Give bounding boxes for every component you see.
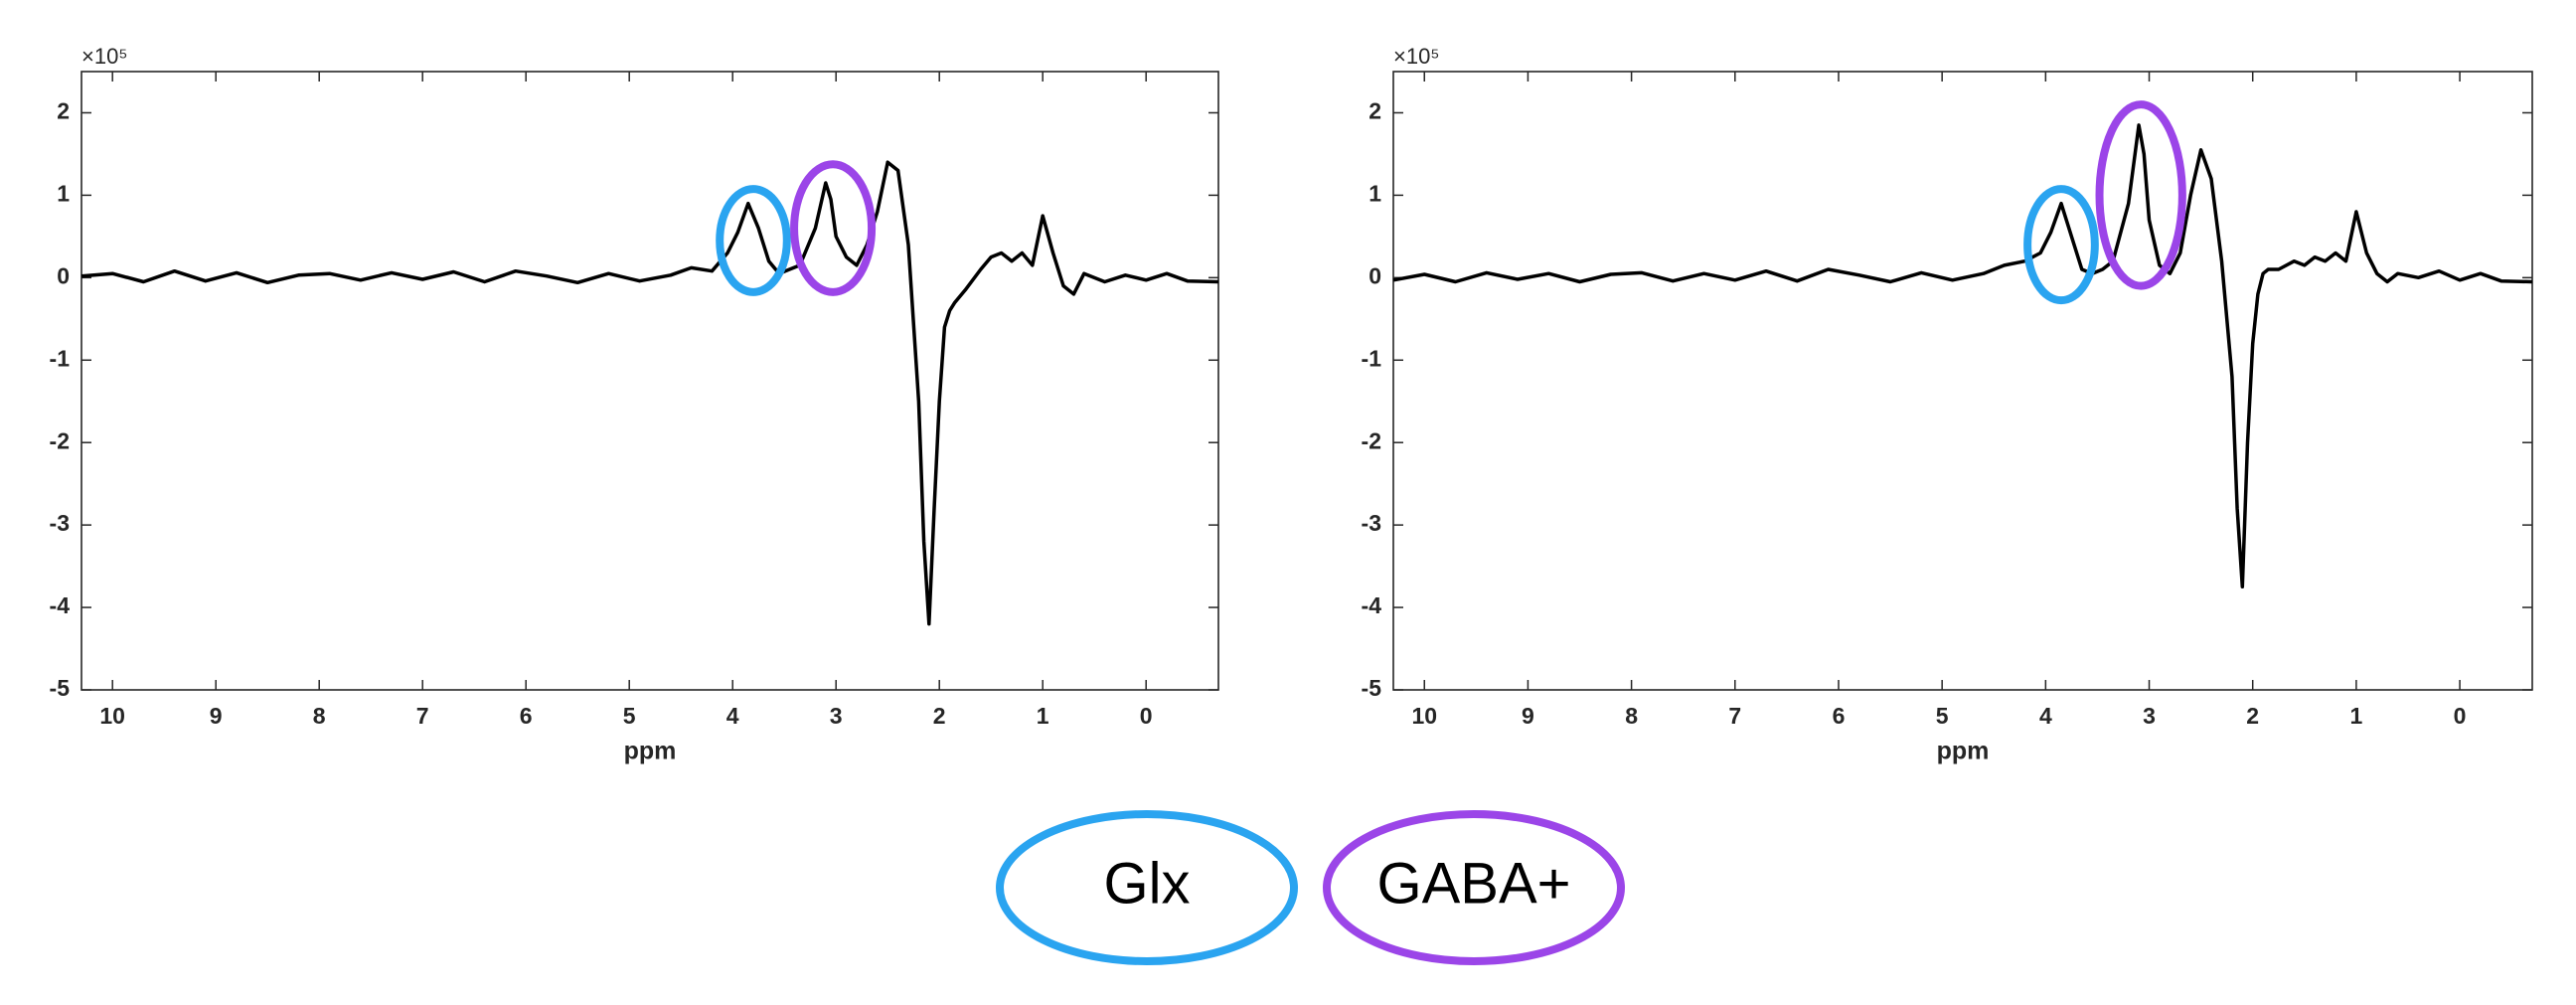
x-tick-label: 0: [2454, 703, 2467, 729]
x-axis-label: ppm: [1937, 738, 1990, 765]
y-tick-label: 2: [1368, 98, 1381, 124]
plot-area: [1392, 71, 2533, 691]
x-tick-label: 10: [99, 703, 125, 729]
highlight-ellipse: [716, 185, 791, 296]
legend-label: GABA+: [1376, 851, 1570, 916]
x-tick-label: 4: [726, 703, 739, 729]
x-tick-label: 1: [1037, 703, 1049, 729]
x-axis-label: ppm: [624, 738, 677, 765]
highlight-ellipse: [2023, 185, 2099, 305]
highlight-ellipse: [2095, 100, 2186, 290]
x-tick-label: 7: [416, 703, 429, 729]
x-tick-label: 7: [1728, 703, 1741, 729]
y-multiplier: ×10⁵: [81, 44, 127, 69]
x-tick-label: 8: [313, 703, 326, 729]
plot-area: [80, 71, 1219, 691]
legend-ellipse: [1323, 810, 1625, 965]
x-tick-label: 1: [2349, 703, 2362, 729]
x-tick-label: 6: [1833, 703, 1846, 729]
x-tick-label: 9: [1522, 703, 1534, 729]
x-tick-label: 9: [210, 703, 223, 729]
x-tick-label: 2: [933, 703, 946, 729]
y-tick-label: -3: [50, 510, 70, 536]
y-tick-label: -1: [50, 345, 71, 371]
x-tick-label: 3: [830, 703, 843, 729]
y-tick-label: 2: [57, 98, 70, 124]
spectrum-line: [1392, 123, 2533, 589]
y-tick-label: -3: [1362, 510, 1381, 536]
y-tick-label: 0: [57, 262, 70, 288]
y-multiplier: ×10⁵: [1393, 44, 1439, 69]
x-tick-label: 8: [1625, 703, 1638, 729]
y-tick-label: -1: [1362, 345, 1382, 371]
x-tick-label: 2: [2246, 703, 2259, 729]
x-tick-label: 5: [1936, 703, 1949, 729]
spectrum-line: [80, 160, 1219, 626]
x-tick-label: 3: [2143, 703, 2156, 729]
y-tick-label: -2: [50, 427, 70, 453]
y-tick-label: 1: [57, 180, 70, 206]
y-tick-label: 0: [1368, 262, 1381, 288]
y-tick-label: 1: [1368, 180, 1381, 206]
legend-label: Glx: [1104, 851, 1191, 916]
y-tick-label: -4: [50, 592, 71, 618]
y-tick-label: -5: [50, 675, 71, 701]
highlight-ellipse: [790, 160, 877, 296]
legend: Glx GABA+: [996, 810, 1625, 965]
x-tick-label: 0: [1140, 703, 1153, 729]
x-tick-label: 6: [520, 703, 533, 729]
x-tick-label: 10: [1411, 703, 1437, 729]
y-tick-label: -5: [1362, 675, 1382, 701]
y-tick-label: -4: [1362, 592, 1382, 618]
x-tick-label: 4: [2039, 703, 2052, 729]
legend-ellipse: [996, 810, 1298, 965]
y-tick-label: -2: [1362, 427, 1381, 453]
x-tick-label: 5: [623, 703, 636, 729]
